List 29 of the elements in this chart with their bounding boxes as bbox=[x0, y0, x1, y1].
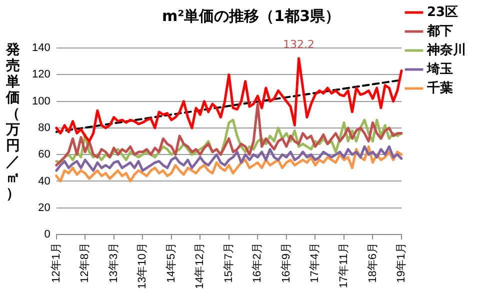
x-tick-label: 13年3月 bbox=[108, 242, 120, 283]
x-tick-label: 12年1月 bbox=[50, 242, 62, 283]
x-tick-label: 18年6月 bbox=[366, 242, 379, 283]
x-tick-label: 12年8月 bbox=[79, 242, 92, 283]
x-tick-label: 16年2月 bbox=[252, 242, 264, 283]
y-tick-label: 120 bbox=[32, 68, 50, 81]
y-tick-label: 100 bbox=[32, 95, 50, 108]
y-tick-label: 0 bbox=[44, 228, 50, 241]
legend-label: 埼玉 bbox=[426, 62, 453, 77]
x-tick-label: 16年9月 bbox=[280, 242, 292, 283]
chart-title: m²単価の推移（1都3県） bbox=[162, 6, 340, 25]
y-tick-label: 140 bbox=[32, 42, 50, 54]
y-tick-label: 80 bbox=[38, 122, 50, 134]
legend-label: 都下 bbox=[426, 24, 453, 39]
x-tick-label: 15年7月 bbox=[222, 242, 235, 283]
x-tick-label: 14年5月 bbox=[165, 242, 178, 283]
x-tick-label: 14年12月 bbox=[194, 242, 206, 290]
data-label: 132.2 bbox=[283, 38, 315, 51]
y-tick-label: 20 bbox=[38, 202, 50, 214]
x-tick-label: 13年10月 bbox=[136, 242, 149, 290]
x-tick-label: 17年11月 bbox=[338, 242, 350, 288]
legend-label: 23区 bbox=[427, 4, 458, 20]
legend-label: 神奈川 bbox=[426, 42, 466, 58]
x-tick-label: 19年1月 bbox=[396, 242, 408, 283]
x-tick-label: 17年4月 bbox=[309, 242, 322, 283]
legend-label: 千葉 bbox=[426, 80, 453, 96]
text: 発売単価（万円／㎡） bbox=[6, 42, 20, 202]
y-tick-label: 40 bbox=[38, 175, 50, 188]
y-tick-label: 60 bbox=[38, 148, 50, 161]
